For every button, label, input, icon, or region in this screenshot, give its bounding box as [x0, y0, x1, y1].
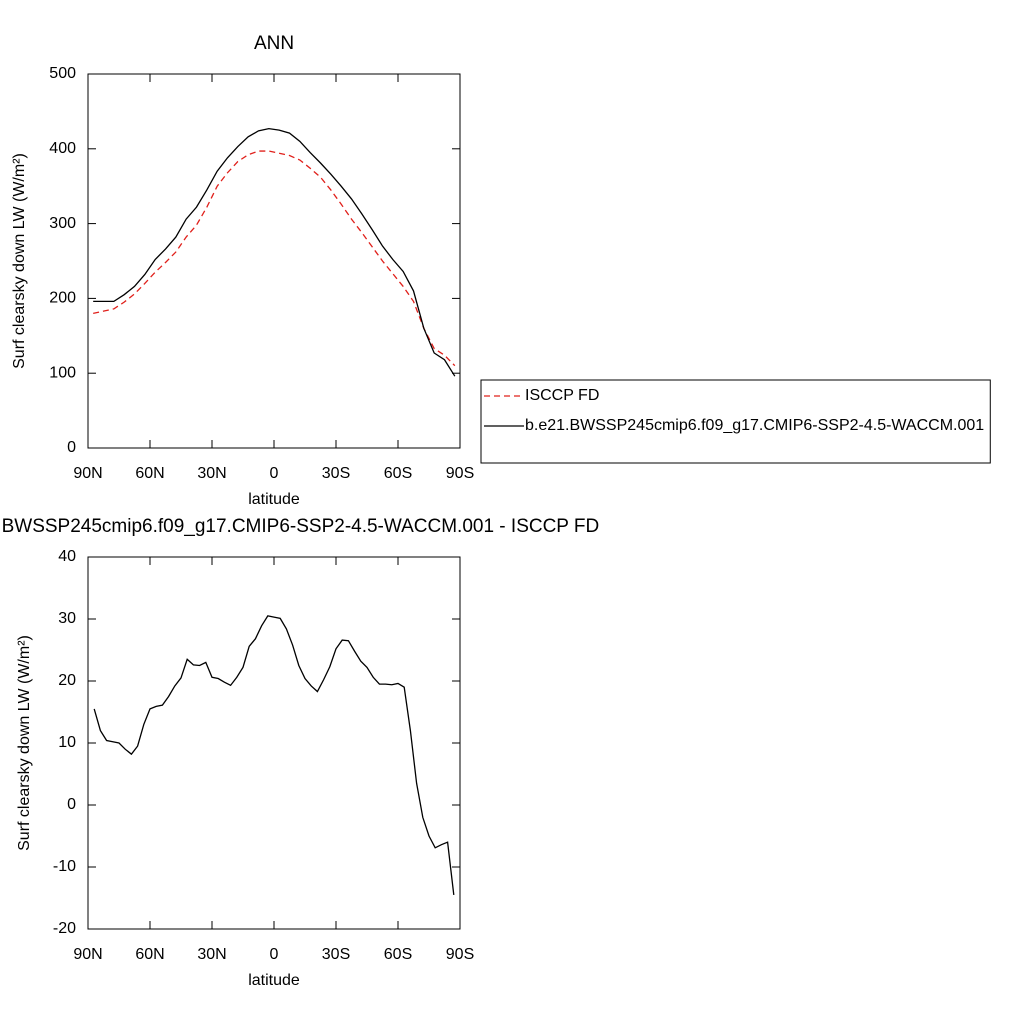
- plot-frame: [87, 556, 461, 930]
- y-tick-label: 20: [58, 672, 76, 689]
- x-tick-label: 30S: [322, 465, 350, 482]
- data-line: [93, 615, 455, 895]
- x-axis-label: latitude: [248, 491, 300, 508]
- plot-frame: [87, 73, 461, 449]
- data-line: [93, 127, 456, 377]
- y-tick-label: 100: [49, 364, 76, 381]
- chart-title: ANN: [254, 33, 294, 54]
- x-tick-label: 60S: [384, 465, 412, 482]
- x-tick-label: 30N: [197, 946, 226, 963]
- x-tick-label: 0: [270, 946, 279, 963]
- x-tick-label: 90N: [73, 465, 102, 482]
- y-tick-label: 40: [58, 548, 76, 565]
- y-axis-label: Surf clearsky down LW (W/m²): [11, 153, 28, 369]
- x-tick-label: 90S: [446, 946, 474, 963]
- chart-title: b.e21.BWSSP245cmip6.f09_g17.CMIP6-SSP2-4…: [0, 516, 599, 537]
- y-tick-label: 0: [67, 439, 76, 456]
- x-tick-label: 90N: [73, 946, 102, 963]
- legend-box: [480, 379, 991, 464]
- y-tick-label: -20: [53, 920, 76, 937]
- x-tick-label: 60N: [135, 465, 164, 482]
- y-tick-label: 500: [49, 65, 76, 82]
- x-tick-label: 60S: [384, 946, 412, 963]
- legend-label: b.e21.BWSSP245cmip6.f09_g17.CMIP6-SSP2-4…: [525, 417, 984, 434]
- x-tick-label: 0: [270, 465, 279, 482]
- y-axis-label: Surf clearsky down LW (W/m²): [16, 635, 33, 851]
- y-tick-label: 300: [49, 215, 76, 232]
- y-tick-label: 0: [67, 796, 76, 813]
- x-tick-label: 90S: [446, 465, 474, 482]
- y-tick-label: 10: [58, 734, 76, 751]
- y-tick-label: 200: [49, 290, 76, 307]
- x-axis-label: latitude: [248, 972, 300, 989]
- data-line: [93, 150, 456, 367]
- x-tick-label: 30N: [197, 465, 226, 482]
- x-tick-label: 30S: [322, 946, 350, 963]
- y-tick-label: -10: [53, 858, 76, 875]
- y-tick-label: 400: [49, 140, 76, 157]
- x-tick-label: 60N: [135, 946, 164, 963]
- y-tick-label: 30: [58, 610, 76, 627]
- legend-label: ISCCP FD: [525, 387, 599, 404]
